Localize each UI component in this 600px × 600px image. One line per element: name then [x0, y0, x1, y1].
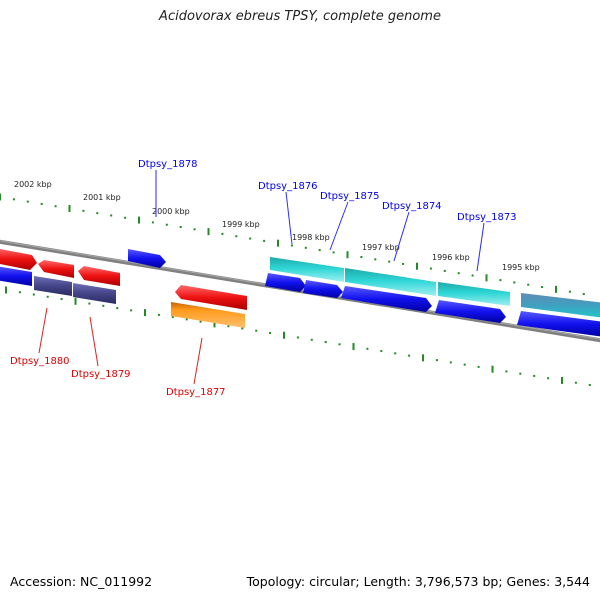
scale-label: 2001 kbp — [83, 193, 121, 202]
scale-ticks-inner — [5, 286, 591, 386]
accession-text: Accession: NC_011992 — [10, 574, 153, 589]
gene-feature-dtpsy-1878[interactable] — [128, 249, 166, 268]
scale-label: 1997 kbp — [362, 243, 400, 252]
gene-feature-red[interactable] — [38, 260, 74, 278]
map-title: Acidovorax ebreus TPSY, complete genome — [159, 9, 441, 24]
gene-feature-cyan[interactable] — [521, 293, 600, 318]
gene-feature-red[interactable] — [0, 248, 37, 270]
gene-feature-cyan[interactable] — [438, 282, 510, 306]
label-leader-line — [393, 211, 410, 262]
gene-label-dtpsy-1879[interactable]: Dtpsy_1879 — [71, 369, 131, 380]
gene-feature-dtpsy-1880[interactable] — [34, 276, 72, 296]
gene-feature-dtpsy-1873[interactable] — [435, 300, 506, 323]
gene-label-dtpsy-1875[interactable]: Dtpsy_1875 — [320, 191, 380, 202]
label-leader-line — [285, 191, 293, 245]
scale-label: 1999 kbp — [222, 220, 260, 229]
gene-feature-dtpsy-1877-orange[interactable] — [171, 302, 245, 328]
gene-feature-cyan[interactable] — [345, 268, 436, 296]
gene-feature-dtpsy-1876[interactable] — [265, 273, 306, 292]
label-leader-line — [193, 337, 203, 385]
label-leader-line — [476, 222, 485, 272]
label-leader-line — [89, 316, 99, 367]
gene-label-dtpsy-1880[interactable]: Dtpsy_1880 — [10, 356, 70, 367]
gene-label-dtpsy-1873[interactable]: Dtpsy_1873 — [457, 212, 517, 223]
gene-feature-cyan[interactable] — [270, 257, 344, 282]
scale-label: 2002 kbp — [14, 180, 52, 189]
label-leader-line — [329, 201, 349, 251]
gene-feature-blue[interactable] — [0, 266, 32, 286]
gene-feature-dtpsy-1877[interactable] — [175, 285, 247, 310]
scale-label: 1995 kbp — [502, 263, 540, 272]
gene-feature-blue[interactable] — [517, 311, 600, 337]
scale-ticks-outer — [0, 193, 585, 295]
gene-label-dtpsy-1874[interactable]: Dtpsy_1874 — [382, 201, 442, 212]
label-leader-line — [38, 307, 48, 354]
gene-feature-dtpsy-1874[interactable] — [341, 286, 432, 312]
gene-label-dtpsy-1878[interactable]: Dtpsy_1878 — [138, 159, 198, 170]
gene-feature-red[interactable] — [78, 266, 120, 286]
gene-feature-dtpsy-1875[interactable] — [303, 280, 343, 298]
gene-feature-dtpsy-1879[interactable] — [73, 283, 116, 304]
gene-label-dtpsy-1877[interactable]: Dtpsy_1877 — [166, 387, 226, 398]
gene-label-dtpsy-1876[interactable]: Dtpsy_1876 — [258, 181, 318, 192]
scale-label: 1998 kbp — [292, 233, 330, 242]
scale-label: 1996 kbp — [432, 253, 470, 262]
genome-summary-text: Topology: circular; Length: 3,796,573 bp… — [246, 574, 590, 589]
scale-label: 2000 kbp — [152, 207, 190, 216]
